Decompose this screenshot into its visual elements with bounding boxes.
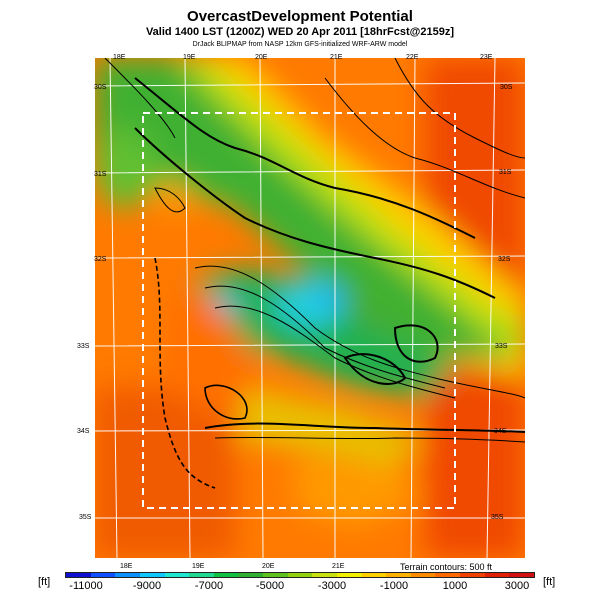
- colorbar-swatch: [164, 573, 190, 577]
- colorbar-unit-right: [ft]: [543, 576, 556, 588]
- inner-domain-box: [142, 112, 456, 509]
- lat-tick-right: 33S: [495, 343, 508, 350]
- lat-tick-right: 30S: [500, 84, 513, 91]
- lon-tick-top: 22E: [406, 54, 419, 61]
- colorbar-label: 1000: [442, 580, 468, 592]
- map-title: OvercastDevelopment Potential: [187, 8, 413, 25]
- colorbar-swatch: [410, 573, 436, 577]
- valid-time-line: Valid 1400 LST (1200Z) WED 20 Apr 2011 […: [145, 26, 455, 38]
- model-credit-line: DrJack BLIPMAP from NASP 12km GFS-initia…: [192, 41, 408, 48]
- lon-tick-top: 19E: [183, 54, 196, 61]
- lon-tick-bottom: 19E: [192, 563, 205, 570]
- lon-tick-top: 18E: [113, 54, 126, 61]
- lat-lon-grid: [95, 58, 525, 558]
- colorbar-swatch: [213, 573, 239, 577]
- lat-tick-right: 32S: [498, 256, 511, 263]
- overcast-potential-map: [95, 58, 525, 558]
- colorbar-swatch: [189, 573, 214, 577]
- colorbar: [65, 572, 535, 578]
- lat-tick-right: 34S: [494, 428, 507, 435]
- terrain-contour-note: Terrain contours: 500 ft: [400, 562, 493, 572]
- map-svg: [95, 58, 525, 558]
- colorbar-swatch: [238, 573, 263, 577]
- colorbar-label: -5000: [255, 580, 285, 592]
- lat-tick-left: 30S: [94, 84, 107, 91]
- colorbar-swatch: [386, 573, 411, 577]
- lat-tick-left: 32S: [94, 256, 107, 263]
- colorbar-swatch: [312, 573, 337, 577]
- colorbar-swatch: [66, 573, 91, 577]
- colorbar-unit-left: [ft]: [38, 576, 51, 588]
- colorbar-swatch: [115, 573, 140, 577]
- colorbar-label: -3000: [317, 580, 347, 592]
- lat-tick-right: 35S: [491, 514, 504, 521]
- lon-tick-top: 21E: [330, 54, 343, 61]
- lon-tick-bottom: 21E: [332, 563, 345, 570]
- lat-tick-left: 35S: [79, 514, 92, 521]
- lat-tick-left: 31S: [94, 171, 107, 178]
- colorbar-swatch: [509, 573, 534, 577]
- colorbar-swatch: [460, 573, 485, 577]
- lat-tick-left: 34S: [77, 428, 90, 435]
- colorbar-swatch: [287, 573, 313, 577]
- terrain-contours: [104, 58, 525, 489]
- colorbar-swatch: [435, 573, 460, 577]
- lon-tick-bottom: 20E: [262, 563, 275, 570]
- lat-tick-left: 33S: [77, 343, 90, 350]
- colorbar-label: -11000: [69, 580, 103, 592]
- colorbar-label: 3000: [504, 580, 530, 592]
- lon-tick-top: 23E: [480, 54, 493, 61]
- colorbar-swatch: [336, 573, 362, 577]
- colorbar-label: -9000: [132, 580, 162, 592]
- lon-tick-bottom: 18E: [120, 563, 133, 570]
- colorbar-swatch: [484, 573, 510, 577]
- colorbar-label: -7000: [194, 580, 224, 592]
- colorbar-swatch: [263, 573, 288, 577]
- colorbar-swatch: [139, 573, 165, 577]
- lat-tick-right: 31S: [499, 169, 512, 176]
- colorbar-swatch: [90, 573, 116, 577]
- lon-tick-top: 20E: [255, 54, 268, 61]
- colorbar-label: -1000: [379, 580, 409, 592]
- colorbar-swatch: [361, 573, 387, 577]
